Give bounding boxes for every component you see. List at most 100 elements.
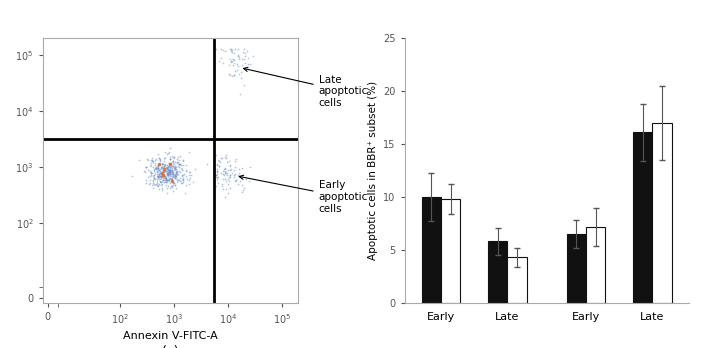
Bar	[586, 227, 606, 303]
Point	[212, 171, 223, 177]
Point	[170, 168, 182, 174]
Point	[148, 180, 159, 186]
Point	[166, 168, 178, 174]
Point	[224, 46, 236, 52]
Point	[153, 171, 165, 176]
Point	[165, 161, 177, 166]
Bar	[508, 257, 527, 303]
Point	[210, 183, 222, 189]
Point	[151, 169, 163, 174]
Point	[161, 172, 173, 178]
Point	[229, 46, 241, 52]
Point	[138, 168, 150, 174]
Point	[151, 165, 162, 171]
Point	[173, 157, 184, 163]
Point	[248, 53, 259, 59]
Point	[156, 179, 168, 184]
Point	[150, 170, 161, 175]
Point	[166, 184, 178, 189]
Point	[224, 185, 236, 191]
Point	[164, 172, 175, 177]
Point	[165, 172, 177, 177]
Point	[228, 172, 239, 178]
Point	[232, 53, 244, 59]
Point	[209, 183, 220, 189]
Point	[148, 173, 159, 178]
Point	[162, 162, 173, 168]
Point	[175, 161, 186, 167]
Point	[235, 92, 246, 97]
Point	[152, 183, 163, 189]
Point	[176, 177, 187, 182]
Point	[148, 164, 159, 169]
Point	[152, 165, 163, 171]
Point	[166, 167, 178, 173]
Point	[166, 173, 178, 178]
Point	[148, 178, 159, 184]
Point	[160, 168, 172, 174]
Point	[158, 164, 170, 169]
Point	[152, 152, 163, 157]
Point	[157, 161, 168, 166]
Point	[153, 165, 164, 171]
Point	[229, 167, 240, 173]
Point	[233, 63, 244, 69]
Point	[151, 168, 163, 174]
Point	[236, 182, 248, 188]
Point	[169, 174, 180, 179]
Point	[176, 172, 187, 178]
Point	[173, 155, 184, 160]
Point	[155, 179, 166, 184]
Point	[219, 170, 231, 175]
Point	[153, 156, 165, 161]
Point	[239, 61, 251, 66]
Point	[162, 167, 173, 173]
Point	[234, 178, 245, 184]
Point	[162, 177, 173, 183]
Point	[183, 169, 195, 175]
Point	[219, 176, 231, 182]
Y-axis label: Apoptotic cells in BBR⁺ subset (%): Apoptotic cells in BBR⁺ subset (%)	[368, 81, 378, 260]
Point	[222, 173, 233, 178]
Point	[154, 168, 165, 173]
Point	[209, 168, 220, 174]
Point	[229, 174, 240, 180]
Point	[162, 164, 173, 170]
Point	[146, 164, 157, 169]
Text: Late
apoptotic
cells: Late apoptotic cells	[244, 67, 368, 108]
Point	[164, 145, 175, 151]
Point	[217, 181, 228, 187]
Point	[151, 171, 163, 176]
Point	[210, 46, 222, 52]
Point	[160, 179, 171, 184]
Point	[158, 179, 170, 184]
Point	[165, 176, 177, 182]
Point	[229, 72, 240, 78]
Point	[158, 171, 169, 177]
Point	[215, 155, 226, 161]
Point	[224, 168, 235, 173]
Point	[162, 171, 173, 176]
Point	[176, 167, 187, 173]
Point	[153, 181, 165, 187]
Point	[168, 165, 180, 171]
Point	[148, 160, 159, 165]
Point	[163, 169, 174, 175]
Point	[155, 176, 166, 182]
Point	[209, 166, 220, 172]
Point	[160, 165, 172, 170]
Point	[158, 166, 170, 172]
Point	[227, 62, 239, 68]
Point	[146, 157, 158, 163]
Point	[163, 175, 175, 180]
Point	[212, 176, 223, 181]
Point	[217, 187, 229, 192]
Point	[171, 159, 182, 165]
Point	[236, 76, 247, 81]
Point	[143, 158, 154, 163]
Point	[222, 167, 234, 173]
Point	[177, 174, 188, 179]
Point	[164, 165, 175, 171]
Point	[163, 179, 174, 184]
Point	[165, 169, 176, 175]
